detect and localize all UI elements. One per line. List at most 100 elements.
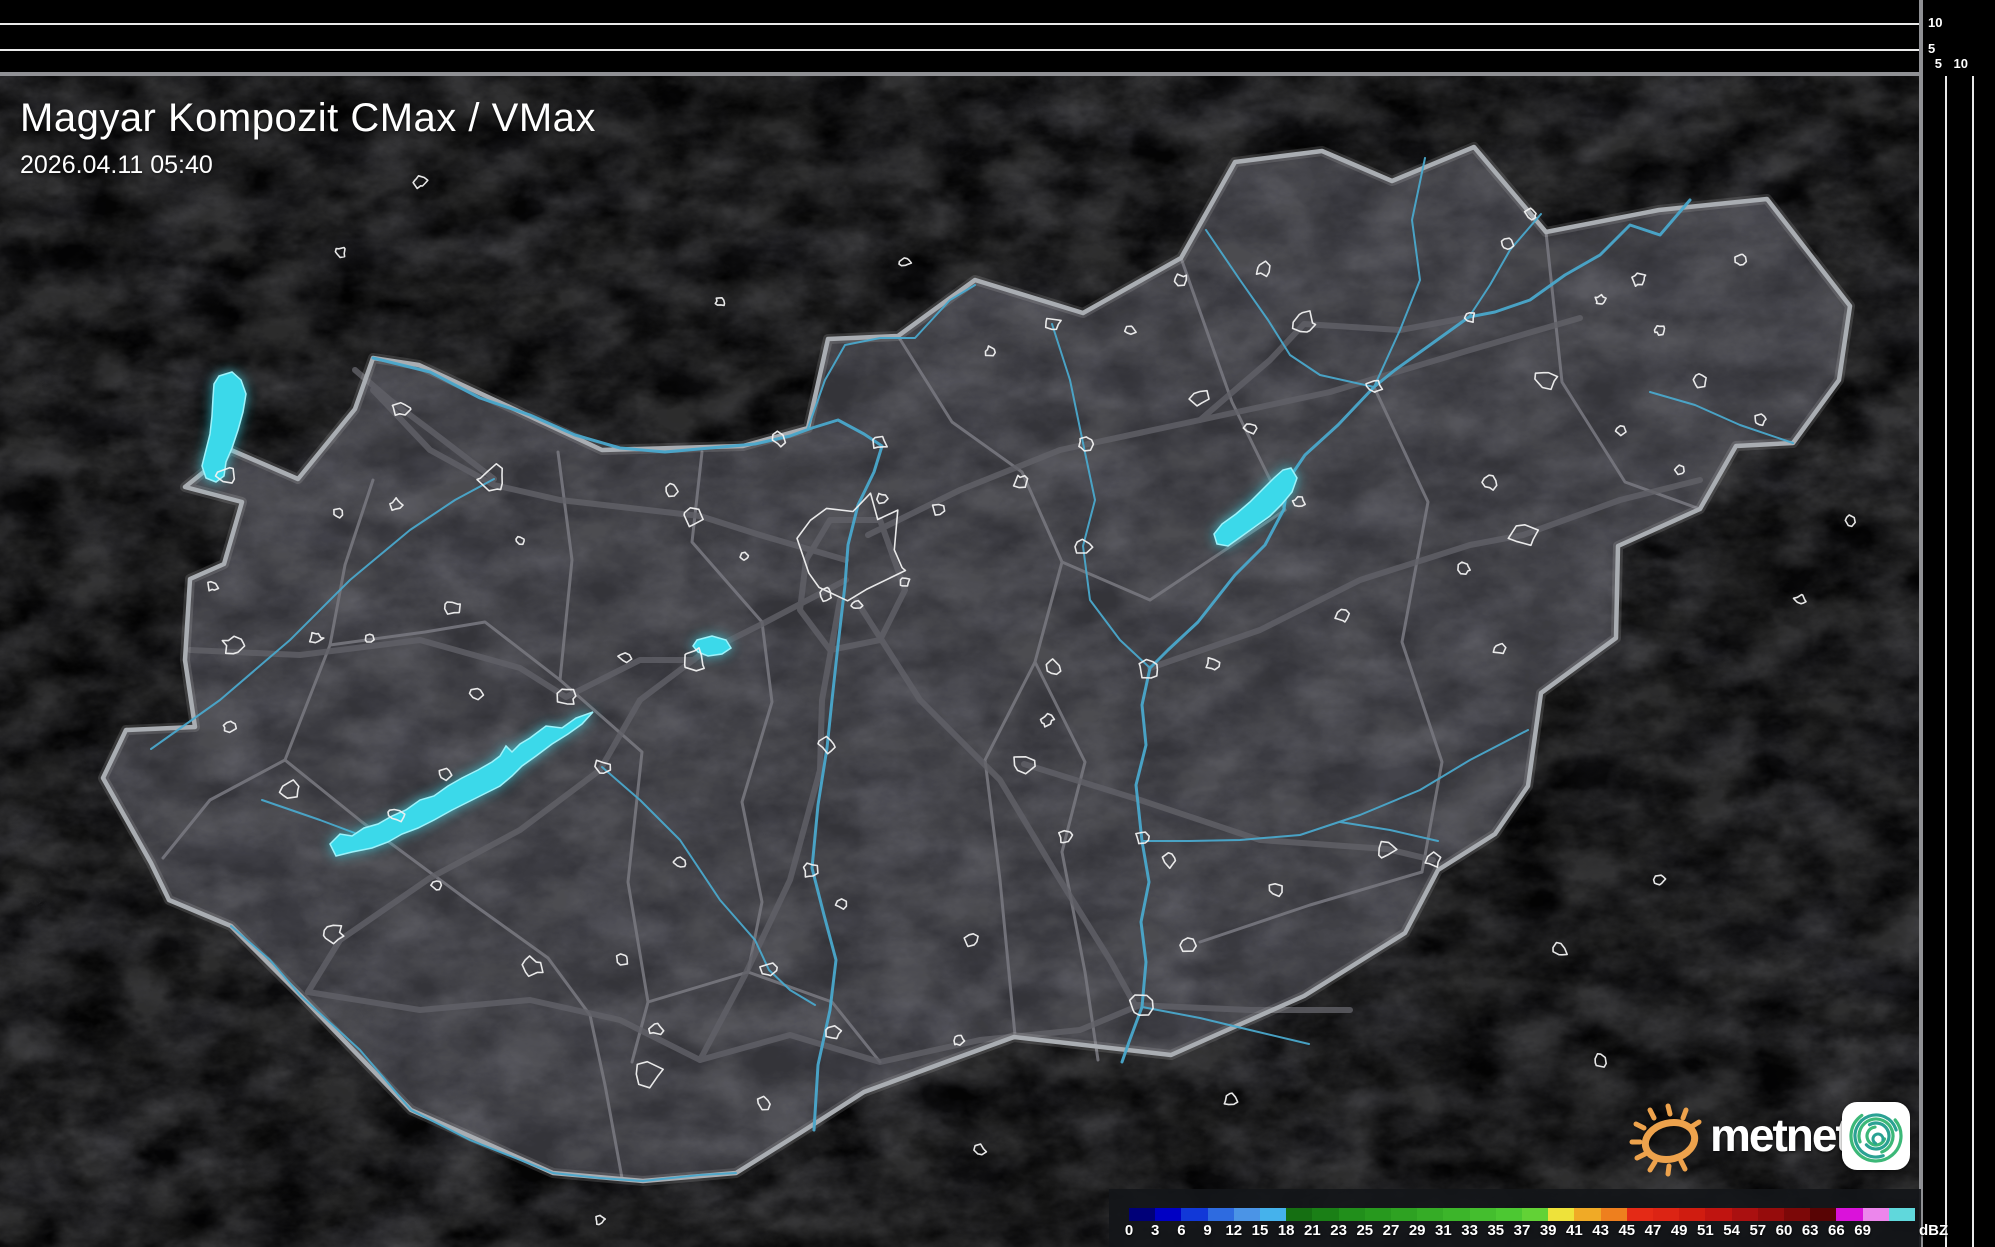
town-outline <box>899 577 911 587</box>
legend-cell <box>1862 1208 1890 1221</box>
town-outline <box>1652 874 1667 886</box>
town-outline <box>617 652 633 664</box>
town-outline-budapest <box>796 492 907 602</box>
town-outline <box>1223 1092 1239 1106</box>
right-gridline-5 <box>1945 76 1947 1247</box>
town-outline <box>771 430 787 448</box>
title-block: Magyar Kompozit CMax / VMax 2026.04.11 0… <box>20 96 596 180</box>
dbz-legend: 0 3 6 9 12 15 18 21 23 25 27 29 31 33 35 37 39 41 43 45 47 49… <box>1109 1189 1948 1247</box>
town-outline <box>819 586 833 603</box>
legend-tick-label: 6 <box>1177 1222 1186 1239</box>
metnet-app-icon <box>1842 1102 1910 1170</box>
lake-velence <box>692 635 733 657</box>
town-outline <box>759 962 779 977</box>
town-outline <box>1044 317 1062 331</box>
legend-tick-label: 33 <box>1461 1222 1478 1239</box>
town-outline <box>1692 372 1707 389</box>
town-outline <box>1173 273 1188 287</box>
town-outline <box>438 767 453 782</box>
town-outline <box>322 924 345 945</box>
town-outline <box>1594 1053 1607 1068</box>
map-area <box>0 76 1921 1247</box>
town-outline <box>1365 379 1384 394</box>
town-outline <box>1242 423 1258 435</box>
town-outline <box>1463 311 1476 324</box>
town-outline <box>1500 237 1515 251</box>
legend-cell <box>1548 1208 1575 1221</box>
legend-cell <box>1495 1208 1523 1221</box>
town-outline <box>665 482 679 498</box>
town-outline <box>556 688 577 705</box>
town-outline <box>683 506 704 528</box>
legend-cell <box>1338 1208 1366 1221</box>
town-outline <box>1045 658 1062 676</box>
town-outline <box>1013 755 1036 775</box>
legend-tick-label: 12 <box>1225 1222 1243 1239</box>
legend-tick-label: 54 <box>1723 1222 1740 1239</box>
legend-cell <box>1626 1208 1654 1221</box>
country-border <box>100 144 1853 1184</box>
legend-cell <box>1181 1208 1209 1221</box>
town-outline <box>1754 413 1767 427</box>
town-outline <box>594 759 612 775</box>
town-outline <box>207 580 220 592</box>
legend-cell <box>1810 1208 1837 1221</box>
town-outline <box>221 635 246 655</box>
town-outline <box>1552 941 1568 956</box>
town-outline <box>802 862 819 878</box>
metnet-logo: metnet <box>1628 1100 1910 1178</box>
logo-text: metnet <box>1710 1109 1851 1161</box>
town-outline <box>984 345 997 357</box>
town-outline <box>953 1034 966 1046</box>
right-panel-divider <box>1919 0 1923 1247</box>
town-outline <box>1614 424 1627 437</box>
legend-tick-label: 9 <box>1203 1222 1212 1239</box>
legend-cell <box>1207 1208 1235 1221</box>
vmax-right-panel <box>1923 0 1995 1247</box>
legend-cell <box>1286 1208 1313 1221</box>
right-axis-label-10: 10 <box>1953 56 1968 71</box>
town-outline <box>515 535 525 546</box>
town-outline <box>391 401 412 417</box>
legend-unit-label: dBZ <box>1919 1222 1949 1239</box>
town-outline <box>1334 608 1351 623</box>
legend-cell <box>1574 1208 1602 1221</box>
town-outline <box>333 507 344 519</box>
town-outline <box>364 633 375 643</box>
town-outline <box>635 1060 665 1089</box>
town-outline <box>214 466 236 484</box>
town-outline <box>1523 207 1537 221</box>
legend-cell <box>1679 1208 1706 1221</box>
legend-cell <box>1836 1208 1864 1221</box>
town-outline <box>1012 474 1029 489</box>
legend-cell <box>1364 1208 1392 1221</box>
legend-tick-label: 51 <box>1697 1222 1714 1239</box>
town-outline <box>468 687 485 701</box>
legend-tick-label: 37 <box>1513 1222 1531 1239</box>
town-outline <box>872 435 889 450</box>
town-outline <box>1507 523 1540 547</box>
town-outline <box>1138 658 1159 679</box>
legend-tick-label: 27 <box>1382 1222 1400 1239</box>
legend-cell <box>1522 1208 1549 1221</box>
town-outline <box>1268 882 1283 898</box>
legend-cell <box>1757 1208 1785 1221</box>
town-outline <box>308 631 325 644</box>
legend-tick-label: 29 <box>1408 1222 1426 1239</box>
town-outline <box>850 599 864 610</box>
town-outline <box>222 720 238 734</box>
legend-tick-label: 49 <box>1670 1222 1688 1239</box>
town-outline <box>1481 474 1498 491</box>
town-outline <box>1161 851 1177 870</box>
town-outline <box>476 462 504 492</box>
lake-tisza <box>1213 467 1298 547</box>
legend-cell <box>1469 1208 1497 1221</box>
town-outline <box>278 779 300 800</box>
roads <box>187 314 1703 1065</box>
legend-tick-label: 35 <box>1487 1222 1505 1239</box>
town-outline <box>1844 514 1856 528</box>
town-outline <box>714 296 726 307</box>
legend-tick-label: 18 <box>1277 1222 1295 1239</box>
legend-cell <box>1312 1208 1340 1221</box>
radar-map <box>0 76 1921 1247</box>
